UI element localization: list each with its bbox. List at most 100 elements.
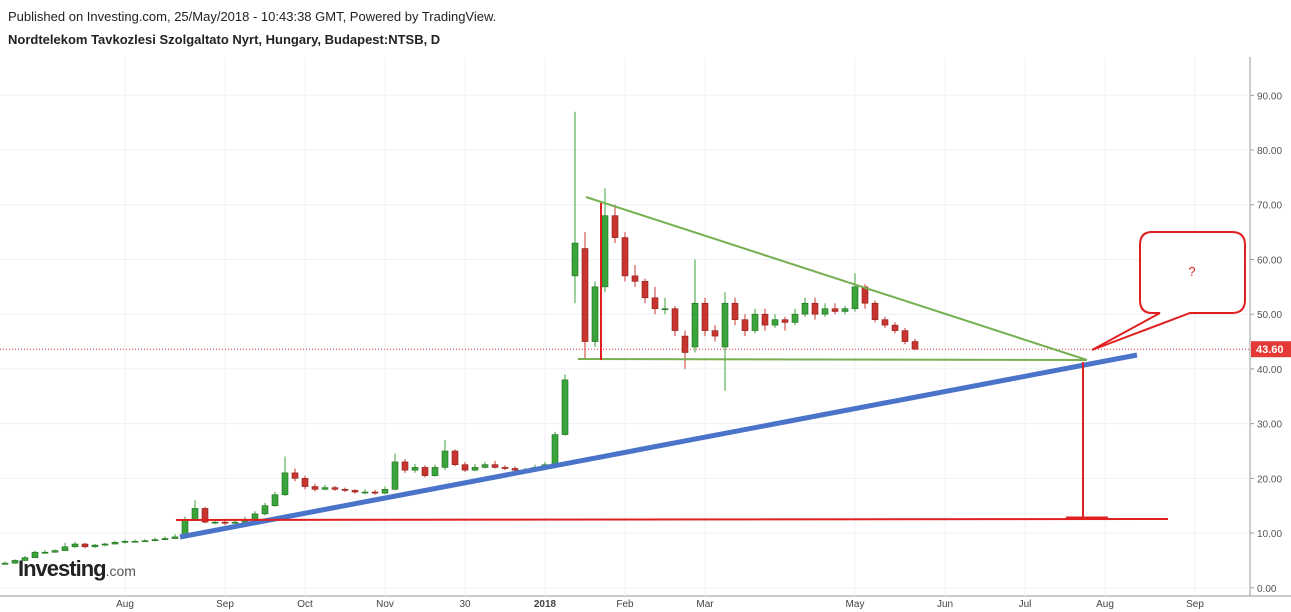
symbol-title: Nordtelekom Tavkozlesi Szolgaltato Nyrt,…	[8, 32, 440, 47]
candle-body	[1, 562, 9, 565]
candle-body	[421, 467, 429, 476]
candle-body	[651, 297, 659, 310]
callout	[1091, 231, 1246, 351]
candle-body	[11, 560, 19, 564]
candle-body	[891, 324, 899, 331]
x-tick-label: Jul	[1019, 599, 1032, 610]
x-tick-label: 30	[459, 599, 471, 610]
candle-body	[461, 464, 469, 471]
candle-body	[591, 286, 599, 342]
candle-body	[311, 486, 319, 490]
candle-body	[901, 330, 909, 342]
x-tick-label: Mar	[696, 599, 714, 610]
candle-body	[721, 302, 729, 348]
candle-body	[801, 302, 809, 315]
candle-body	[251, 513, 259, 520]
candle-body	[741, 319, 749, 331]
x-tick-label: 2018	[534, 599, 557, 610]
x-tick-label: Nov	[376, 599, 394, 610]
candle-body	[581, 248, 589, 342]
candle-body	[571, 242, 579, 277]
candles: 43.60	[0, 111, 1291, 565]
y-tick-label: 70.00	[1257, 201, 1282, 212]
x-tick-label: Aug	[1096, 599, 1114, 610]
candle-body	[121, 540, 129, 543]
candle-body	[341, 488, 349, 491]
candle-body	[711, 330, 719, 337]
candle-body	[141, 540, 149, 543]
x-tick-label: Aug	[116, 599, 134, 610]
x-tick-label: Feb	[616, 599, 634, 610]
x-tick-label: Sep	[1186, 599, 1204, 610]
candle-body	[281, 472, 289, 496]
watermark-name: Investing	[18, 556, 106, 581]
candle-body	[101, 543, 109, 546]
candle-body	[331, 487, 339, 490]
candle-body	[751, 313, 759, 331]
support-line	[175, 518, 1169, 521]
candle-body	[681, 335, 689, 353]
triangle-lower	[577, 358, 1088, 361]
y-tick-label: 60.00	[1257, 255, 1282, 266]
x-tick-label: May	[846, 599, 865, 610]
candle-body	[511, 468, 519, 471]
x-tick-label: Oct	[297, 599, 313, 610]
candle-body	[771, 319, 779, 326]
candle-body	[831, 308, 839, 312]
candle-body	[481, 464, 489, 468]
candle-body	[321, 487, 329, 490]
candle-body	[111, 542, 119, 545]
candle-body	[551, 434, 559, 465]
candle-body	[691, 302, 699, 348]
candle-body	[61, 546, 69, 551]
published-line: Published on Investing.com, 25/May/2018 …	[8, 9, 496, 24]
candle-body	[271, 494, 279, 507]
candle-body	[621, 237, 629, 277]
candle-body	[601, 215, 609, 288]
candle-body	[781, 319, 789, 323]
y-tick-label: 90.00	[1257, 91, 1282, 102]
candle-body	[71, 543, 79, 548]
candle-body	[501, 467, 509, 469]
drawings	[175, 196, 1246, 540]
candle-body	[811, 302, 819, 315]
candle-body	[211, 521, 219, 524]
candle-body	[791, 313, 799, 323]
candle-body	[161, 538, 169, 540]
candle-body	[191, 508, 199, 520]
candle-body	[201, 508, 209, 523]
candle-body	[231, 521, 239, 524]
candle-body	[611, 215, 619, 238]
candle-body	[821, 308, 829, 315]
candle-body	[841, 308, 849, 312]
y-tick-label: 0.00	[1257, 584, 1277, 595]
candle-body	[911, 341, 919, 350]
candle-body	[301, 478, 309, 487]
candle-body	[641, 281, 649, 299]
candle-body	[671, 308, 679, 331]
candle-body	[41, 551, 49, 554]
candle-body	[451, 450, 459, 465]
candle-body	[761, 313, 769, 326]
candle-body	[491, 464, 499, 468]
candle-body	[401, 461, 409, 471]
candle-body	[871, 302, 879, 320]
candle-body	[291, 472, 299, 479]
candle-body	[371, 491, 379, 494]
x-tick-label: Sep	[216, 599, 234, 610]
candle-body	[471, 467, 479, 471]
grid: 0.00 10.00 20.00 30.00 40.00 50.00 60.00 70.00 8…	[0, 57, 1282, 610]
candle-body	[701, 302, 709, 331]
candle-body	[21, 557, 29, 561]
last-price-box	[1251, 341, 1291, 358]
y-tick-label: 40.00	[1257, 365, 1282, 376]
y-tick-label: 50.00	[1257, 310, 1282, 321]
last-price-label: 43.60	[1256, 344, 1284, 356]
candle-body	[261, 505, 269, 515]
trend-line	[179, 352, 1138, 540]
x-tick-label: Jun	[937, 599, 953, 610]
watermark-domain: .com	[106, 563, 136, 579]
candle-body	[91, 544, 99, 548]
